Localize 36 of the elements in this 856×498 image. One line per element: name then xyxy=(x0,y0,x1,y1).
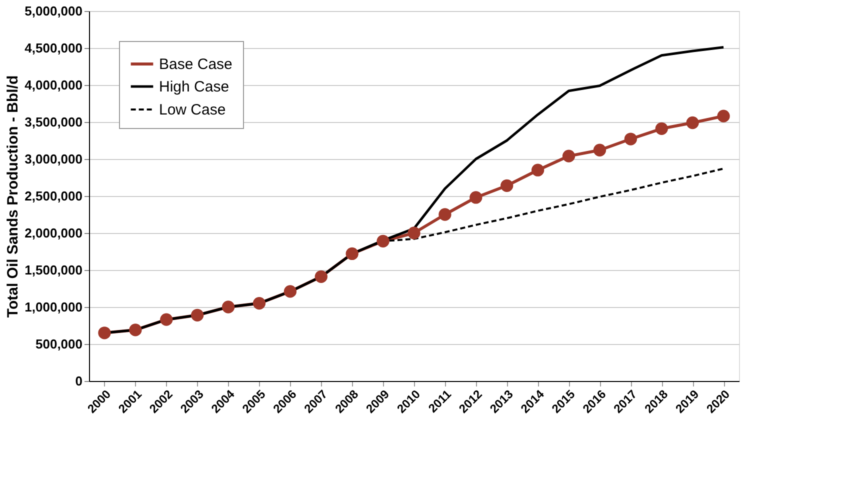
point xyxy=(408,226,420,240)
y-tick-label: 4,500,000 xyxy=(24,40,82,56)
point xyxy=(252,296,266,310)
legend-label: High Case xyxy=(159,78,230,96)
point xyxy=(376,234,390,248)
legend-label: Base Case xyxy=(159,56,232,73)
point xyxy=(470,191,482,204)
point xyxy=(129,324,142,336)
y-tick-label: 500,000 xyxy=(36,336,82,352)
point xyxy=(500,179,514,192)
y-tick-label: 5,000,000 xyxy=(24,4,82,18)
point xyxy=(191,308,204,322)
y-tick-label: 1,000,000 xyxy=(24,300,82,314)
point xyxy=(531,164,544,176)
point xyxy=(314,270,328,283)
y-tick-label: 0 xyxy=(75,374,82,388)
point xyxy=(717,110,730,122)
y-tick-label: 3,500,000 xyxy=(24,114,82,130)
point xyxy=(562,150,576,162)
point xyxy=(655,122,668,135)
point xyxy=(222,300,235,314)
y-axis-title: Total Oil Sands Production - Bbl/d xyxy=(4,75,22,318)
point xyxy=(346,247,358,260)
point xyxy=(624,132,637,146)
y-tick-label: 2,500,000 xyxy=(24,188,82,204)
legend-label: Low Case xyxy=(159,102,226,118)
point xyxy=(284,285,297,298)
y-tick-label: 1,500,000 xyxy=(24,262,82,278)
point xyxy=(98,326,111,340)
y-tick-label: 2,000,000 xyxy=(24,226,82,240)
point xyxy=(593,144,606,156)
point xyxy=(438,208,452,221)
y-tick-label: 4,000,000 xyxy=(24,78,82,92)
point xyxy=(160,313,173,326)
point xyxy=(686,116,699,130)
y-tick-label: 3,000,000 xyxy=(24,152,82,166)
